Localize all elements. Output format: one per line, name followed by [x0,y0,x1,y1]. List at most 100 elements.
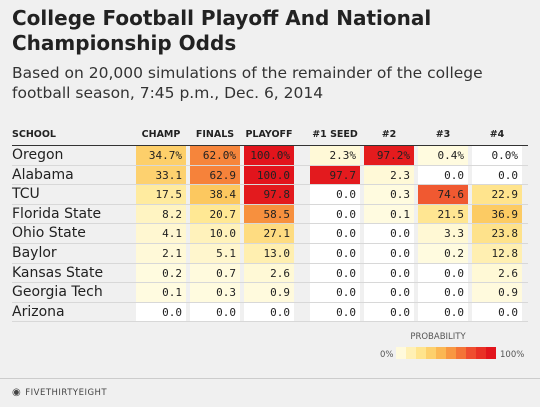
probability-cell: 0.0 [364,283,414,302]
probability-cell: 0.9 [244,283,294,302]
probability-cell: 0.0 [310,283,360,302]
column-header: #2 [381,129,397,140]
probability-cell: 58.5 [244,204,294,224]
legend-swatch [436,347,446,359]
probability-cell: 100.0% [244,146,294,165]
table-row: Baylor 2.1 5.1 13.0 0.0 0.0 0.2 12.8 [12,243,528,264]
school-name: Ohio State [12,225,86,242]
probability-cell: 0.0 [472,302,522,322]
column-header: #3 [435,129,451,140]
fivethirtyeight-fox-icon: ◉ [12,387,22,398]
probability-cell: 0.1 [136,283,186,302]
probability-cell: 0.0 [310,224,360,243]
table-body: Oregon 34.7% 62.0% 100.0% 2.3% 97.2% 0.4% 0.0% A… [12,146,528,323]
brand-name: FIVETHIRTYEIGHT [25,388,108,398]
probability-cell: 100.0 [244,165,294,185]
probability-cell: 0.0 [310,302,360,322]
probability-cell: 20.7 [190,204,240,224]
probability-cell: 97.8 [244,185,294,204]
probability-cell: 0.0 [472,165,522,185]
probability-cell: 0.0 [418,165,468,185]
school-name: Oregon [12,147,64,163]
probability-cell: 62.0% [190,146,240,165]
column-header: PLAYOFF [245,129,293,140]
school-name: TCU [12,186,40,203]
table-row: Oregon 34.7% 62.0% 100.0% 2.3% 97.2% 0.4% 0.0% [12,146,528,166]
brand-logo[interactable]: ◉ FIVETHIRTYEIGHT [12,387,107,398]
table-row: Arizona 0.0 0.0 0.0 0.0 0.0 0.0 0.0 [12,302,528,323]
school-name: Baylor [12,244,57,261]
probability-cell: 2.1 [136,243,186,263]
probability-cell: 10.0 [190,224,240,243]
table-row: TCU 17.5 38.4 97.8 0.0 0.3 74.6 22.9 [12,185,528,205]
probability-cell: 97.2% [364,146,414,165]
probability-cell: 0.0 [418,302,468,322]
probability-cell: 17.5 [136,185,186,204]
probability-cell: 12.8 [472,243,522,263]
probability-cell: 0.2 [136,263,186,283]
table-row: Alabama 33.1 62.9 100.0 97.7 2.3 0.0 0.0 [12,165,528,186]
column-header: CHAMP [141,129,181,140]
probability-cell: 0.3 [364,185,414,204]
legend-swatch [446,347,456,359]
probability-cell: 0.2 [418,243,468,263]
probability-cell: 34.7% [136,146,186,165]
probability-cell: 13.0 [244,243,294,263]
school-name: Georgia Tech [12,284,103,301]
legend-swatch [416,347,426,359]
legend-swatch [456,347,466,359]
probability-cell: 62.9 [190,165,240,185]
legend-swatch [486,347,496,359]
probability-cell: 36.9 [472,204,522,224]
column-header: FINALS [195,129,235,140]
probability-cell: 0.0 [418,263,468,283]
table-row: Ohio State 4.1 10.0 27.1 0.0 0.0 3.3 23.8 [12,224,528,244]
probability-cell: 2.6 [244,263,294,283]
school-name: Alabama [12,166,74,183]
legend-swatch [406,347,416,359]
table-row: Georgia Tech 0.1 0.3 0.9 0.0 0.0 0.0 0.9 [12,283,528,303]
table-header: SCHOOL CHAMP FINALS PLAYOFF #1 SEED #2 #3 #4 [12,126,528,146]
probability-cell: 8.2 [136,204,186,224]
probability-cell: 0.0 [364,302,414,322]
column-header: #1 SEED [312,129,358,140]
probability-cell: 0.0% [472,146,522,165]
legend-color-scale [396,347,496,359]
probability-cell: 0.0 [310,185,360,204]
probability-cell: 2.3 [364,165,414,185]
probability-cell: 2.6 [472,263,522,283]
probability-cell: 33.1 [136,165,186,185]
legend-swatch [476,347,486,359]
probability-cell: 0.0 [310,263,360,283]
probability-cell: 3.3 [418,224,468,243]
school-name: Arizona [12,303,65,320]
probability-cell: 22.9 [472,185,522,204]
column-header: #4 [489,129,505,140]
footer: ◉ FIVETHIRTYEIGHT [0,378,540,407]
probability-cell: 0.0 [136,302,186,322]
chart-subtitle: Based on 20,000 simulations of the remai… [12,64,483,102]
legend-swatch [426,347,436,359]
probability-cell: 21.5 [418,204,468,224]
chart-title: College Football Playoff And National Ch… [12,6,432,55]
odds-table: SCHOOL CHAMP FINALS PLAYOFF #1 SEED #2 #3 #4 Or… [12,126,528,323]
probability-cell: 2.3% [310,146,360,165]
table-row: Kansas State 0.2 0.7 2.6 0.0 0.0 0.0 2.6 [12,263,528,284]
school-name: Florida State [12,205,102,222]
school-name: Kansas State [12,264,104,281]
probability-cell: 0.3 [190,283,240,302]
probability-cell: 0.0 [364,224,414,243]
probability-cell: 27.1 [244,224,294,243]
probability-cell: 0.0 [364,243,414,263]
legend-min-label: 0% [380,350,394,360]
legend-title: PROBABILITY [410,332,466,342]
legend-max-label: 100% [500,350,525,360]
probability-cell: 97.7 [310,165,360,185]
probability-cell: 5.1 [190,243,240,263]
probability-cell: 0.4% [418,146,468,165]
probability-cell: 0.0 [190,302,240,322]
probability-cell: 0.0 [244,302,294,322]
probability-cell: 0.7 [190,263,240,283]
probability-cell: 38.4 [190,185,240,204]
probability-cell: 74.6 [418,185,468,204]
